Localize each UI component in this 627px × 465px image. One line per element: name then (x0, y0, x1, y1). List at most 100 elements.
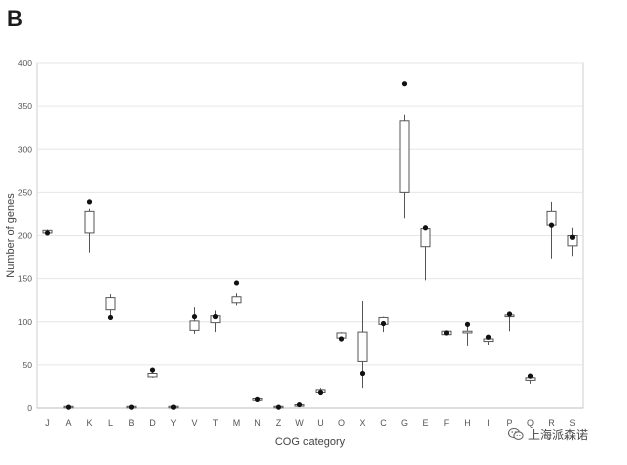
box-V (189, 307, 200, 334)
x-tick-label: K (86, 418, 92, 428)
y-tick-label: 350 (18, 101, 32, 111)
x-tick-label: H (464, 418, 471, 428)
box-A (63, 404, 74, 410)
data-point (170, 404, 177, 410)
x-tick-label: R (548, 418, 555, 428)
x-tick-label: S (569, 418, 575, 428)
x-tick-label: P (506, 418, 512, 428)
y-tick-label: 300 (18, 144, 32, 154)
x-tick-label: U (317, 418, 324, 428)
box-body (105, 297, 116, 311)
box-E (420, 225, 431, 281)
x-axis-title: COG category (275, 436, 346, 448)
x-tick-label: Q (527, 418, 534, 428)
data-point (212, 313, 219, 320)
box-T (210, 310, 221, 333)
x-tick-label: M (233, 418, 241, 428)
x-tick-label: T (213, 418, 219, 428)
x-tick-label: D (149, 418, 156, 428)
data-point (443, 330, 450, 336)
y-tick-label: 250 (18, 187, 32, 197)
data-point (338, 336, 345, 342)
box-body (147, 373, 158, 378)
box-R (546, 201, 557, 259)
data-point (233, 280, 240, 286)
box-J (42, 229, 53, 236)
box-series (42, 81, 578, 410)
y-tick-label: 0 (27, 403, 32, 413)
y-tick-label: 400 (18, 58, 32, 68)
box-Z (273, 404, 284, 410)
box-P (504, 311, 515, 332)
box-Q (525, 373, 536, 384)
box-U (315, 388, 326, 396)
x-tick-label: F (444, 418, 450, 428)
box-L (105, 294, 116, 321)
box-Y (168, 404, 179, 410)
x-tick-label: B (128, 418, 134, 428)
box-X (357, 301, 368, 389)
data-point (149, 367, 156, 373)
data-point (317, 389, 324, 396)
x-tick-label: E (422, 418, 428, 428)
box-N (252, 396, 263, 402)
data-point (401, 81, 408, 87)
watermark-text: 上海派森诺 (528, 427, 589, 442)
box-W (294, 401, 305, 408)
data-point (359, 370, 366, 377)
data-point (275, 404, 282, 410)
x-tick-label: Y (170, 418, 176, 428)
y-axis-ticks: 0 50 100 150 200 250 300 350 400 (18, 58, 32, 413)
x-tick-label: J (45, 418, 50, 428)
data-point (569, 234, 576, 240)
data-point (191, 313, 198, 320)
x-tick-label: C (380, 418, 387, 428)
x-tick-label: G (401, 418, 408, 428)
data-point (254, 396, 261, 402)
gridlines (37, 62, 583, 409)
box-body (357, 331, 368, 362)
box-body (420, 228, 431, 248)
data-point (548, 222, 555, 228)
y-tick-label: 50 (23, 360, 33, 370)
box-C (378, 316, 389, 333)
box-body (84, 210, 95, 234)
box-G (399, 81, 410, 219)
box-O (336, 332, 347, 342)
box-K (84, 199, 95, 253)
wechat-icon (508, 427, 524, 440)
y-tick-label: 200 (18, 231, 32, 241)
box-body (462, 330, 473, 334)
data-point (506, 311, 513, 317)
box-M (231, 280, 242, 306)
data-point (485, 334, 492, 340)
data-point (527, 373, 534, 379)
box-I (483, 334, 494, 346)
x-tick-label: X (359, 418, 365, 428)
box-body (231, 296, 242, 304)
y-tick-label: 150 (18, 274, 32, 284)
x-tick-label: V (191, 418, 197, 428)
x-tick-label: I (487, 418, 490, 428)
data-point (422, 225, 429, 231)
watermark: 上海派森诺 (508, 423, 620, 445)
x-tick-label: Z (276, 418, 282, 428)
box-B (126, 404, 137, 410)
data-point (86, 199, 93, 205)
data-point (296, 401, 303, 408)
x-tick-label: N (254, 418, 261, 428)
x-tick-label: A (65, 418, 71, 428)
y-axis-title: Number of genes (5, 193, 17, 278)
box-H (462, 321, 473, 346)
data-point (107, 314, 114, 321)
box-body (189, 320, 200, 331)
x-tick-label: L (108, 418, 113, 428)
x-tick-label: W (295, 418, 304, 428)
box-S (567, 227, 578, 257)
y-tick-label: 100 (18, 317, 32, 327)
data-point (65, 404, 72, 410)
x-tick-label: O (338, 418, 345, 428)
box-body (399, 120, 410, 193)
